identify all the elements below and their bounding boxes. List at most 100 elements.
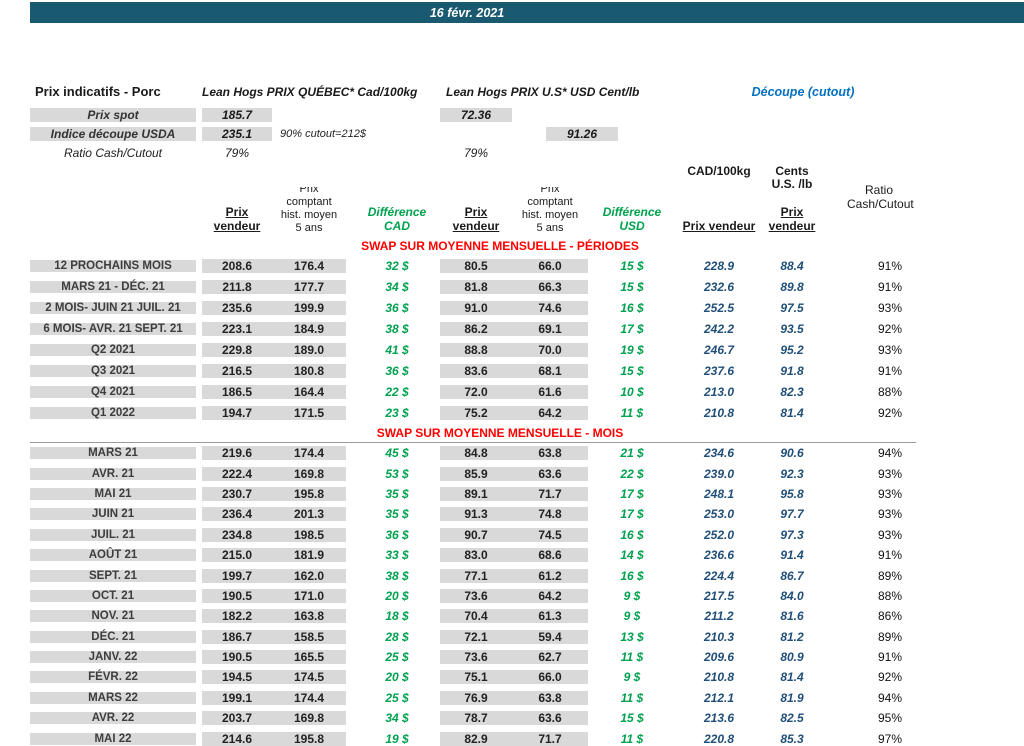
row-label: AOÛT 21 xyxy=(30,549,196,562)
page-title: Prix indicatifs - Porc xyxy=(35,84,161,99)
row-label: SEPT. 21 xyxy=(30,569,196,582)
ratio-cash-cutout: 92% xyxy=(877,405,902,420)
ratio-cash-cutout: 91% xyxy=(877,279,902,294)
ratio-cash-cutout: 93% xyxy=(877,342,902,357)
cutout-cents-prix-vendeur: 84.0 xyxy=(780,588,804,603)
cutout-cents-prix-vendeur: 90.6 xyxy=(780,446,804,461)
cutout-cad-prix-vendeur: 248.1 xyxy=(703,486,735,501)
table-row: MARS 21 219.6 174.4 45 $ 84.8 63.8 21 $ … xyxy=(30,443,1024,463)
cutout-cad-prix-vendeur: 217.5 xyxy=(703,588,735,603)
difference-usd: 16 $ xyxy=(620,568,644,583)
row-label: OCT. 21 xyxy=(30,589,196,602)
column-header-row: Prix vendeur Prix comptant hist. moyen 5… xyxy=(30,165,1024,234)
qc-prix-vendeur: 186.7 xyxy=(202,629,272,644)
difference-cad: 36 $ xyxy=(385,527,409,542)
table-row: Q3 2021 216.5 180.8 36 $ 83.6 68.1 15 $ … xyxy=(30,360,1024,381)
us-prix-comptant: 74.5 xyxy=(512,527,588,542)
qc-prix-comptant: 201.3 xyxy=(272,507,346,522)
cutout-cad-prix-vendeur: 252.0 xyxy=(703,527,735,542)
qc-prix-vendeur: 214.6 xyxy=(202,731,272,746)
cutout-cents-prix-vendeur: 95.8 xyxy=(780,486,804,501)
us-prix-comptant: 61.2 xyxy=(512,568,588,583)
qc-prix-comptant: 158.5 xyxy=(272,629,346,644)
us-prix-comptant: 74.8 xyxy=(512,507,588,522)
prix-spot-label: Prix spot xyxy=(30,107,196,122)
table-row: MAI 22 214.6 195.8 19 $ 82.9 71.7 11 $ 2… xyxy=(30,728,1024,746)
qc-prix-vendeur: 199.1 xyxy=(202,690,272,705)
qc-prix-comptant: 163.8 xyxy=(272,609,346,624)
cutout-cad-prix-vendeur: 220.8 xyxy=(703,731,735,746)
qc-prix-comptant: 177.7 xyxy=(272,279,346,294)
row-label: Q1 2022 xyxy=(30,406,196,419)
cutout-cad-prix-vendeur: 224.4 xyxy=(703,568,735,583)
us-prix-comptant: 64.2 xyxy=(512,405,588,420)
us-prix-comptant: 63.8 xyxy=(512,690,588,705)
difference-usd: 17 $ xyxy=(620,321,644,336)
ratio-cash-cutout: 94% xyxy=(877,446,902,461)
us-prix-comptant: 74.6 xyxy=(512,300,588,315)
difference-cad: 20 $ xyxy=(385,670,409,685)
us-prix-vendeur: 82.9 xyxy=(440,731,512,746)
difference-usd: 15 $ xyxy=(620,363,644,378)
ratio-cash-cutout: 91% xyxy=(877,258,902,273)
qc-prix-comptant: 171.0 xyxy=(272,588,346,603)
qc-prix-comptant: 165.5 xyxy=(272,650,346,665)
us-prix-vendeur: 80.5 xyxy=(440,258,512,273)
difference-cad: 41 $ xyxy=(385,342,409,357)
qc-prix-comptant: 198.5 xyxy=(272,527,346,542)
difference-usd: 9 $ xyxy=(623,670,641,685)
qc-prix-vendeur: 230.7 xyxy=(202,486,272,501)
col-difference-cad: Différence CAD xyxy=(367,205,427,233)
table-row: AVR. 22 203.7 169.8 34 $ 78.7 63.6 15 $ … xyxy=(30,708,1024,728)
qc-prix-vendeur: 234.8 xyxy=(202,527,272,542)
cutout-cents-prix-vendeur: 89.8 xyxy=(780,279,804,294)
cutout-cad-prix-vendeur: 213.6 xyxy=(703,711,735,726)
cutout-cad-prix-vendeur: 213.0 xyxy=(703,384,735,399)
table-row: 12 PROCHAINS MOIS 208.6 176.4 32 $ 80.5 … xyxy=(30,255,1024,276)
ratio-cash-cutout: 88% xyxy=(877,384,902,399)
us-prix-vendeur: 72.1 xyxy=(440,629,512,644)
qc-prix-vendeur: 219.6 xyxy=(202,446,272,461)
us-section-header: Lean Hogs PRIX U.S* USD Cent/lb xyxy=(446,85,640,99)
qc-prix-comptant: 189.0 xyxy=(272,342,346,357)
qc-prix-vendeur: 236.4 xyxy=(202,507,272,522)
qc-prix-comptant: 174.5 xyxy=(272,670,346,685)
cutout-cad-prix-vendeur: 232.6 xyxy=(703,279,735,294)
ratio-cash-cutout: 95% xyxy=(877,711,902,726)
indice-decoupe-label: Indice découpe USDA xyxy=(30,126,196,141)
difference-cad: 34 $ xyxy=(385,711,409,726)
qc-prix-comptant: 162.0 xyxy=(272,568,346,583)
cutout-cents-prix-vendeur: 97.5 xyxy=(780,300,804,315)
ratio-cash-cutout: 91% xyxy=(877,363,902,378)
us-prix-vendeur: 83.6 xyxy=(440,363,512,378)
ratio-cash-cutout: 93% xyxy=(877,486,902,501)
row-label: MAI 22 xyxy=(30,732,196,745)
difference-usd: 15 $ xyxy=(620,279,644,294)
us-prix-comptant: 68.1 xyxy=(512,363,588,378)
cutout-cad-prix-vendeur: 210.3 xyxy=(703,629,735,644)
difference-usd: 11 $ xyxy=(620,405,644,420)
qc-prix-vendeur: 190.5 xyxy=(202,650,272,665)
us-prix-vendeur: 72.0 xyxy=(440,384,512,399)
qc-prix-vendeur: 235.6 xyxy=(202,300,272,315)
cutout-cad-prix-vendeur: 253.0 xyxy=(703,507,735,522)
row-label: Q4 2021 xyxy=(30,385,196,398)
table-row: Q4 2021 186.5 164.4 22 $ 72.0 61.6 10 $ … xyxy=(30,381,1024,402)
cutout-cents-prix-vendeur: 81.6 xyxy=(780,609,804,624)
us-prix-vendeur: 88.8 xyxy=(440,342,512,357)
qc-prix-comptant: 174.4 xyxy=(272,690,346,705)
row-label: Q3 2021 xyxy=(30,364,196,377)
qc-prix-comptant: 164.4 xyxy=(272,384,346,399)
difference-cad: 38 $ xyxy=(385,321,409,336)
group-header-row: Prix indicatifs - Porc Lean Hogs PRIX QU… xyxy=(30,79,1024,99)
us-prix-comptant: 68.6 xyxy=(512,548,588,563)
us-prix-comptant: 63.6 xyxy=(512,711,588,726)
us-prix-comptant: 69.1 xyxy=(512,321,588,336)
col-qc-prix-comptant: Prix comptant hist. moyen 5 ans xyxy=(280,187,338,233)
us-prix-vendeur: 86.2 xyxy=(440,321,512,336)
us-prix-vendeur: 70.4 xyxy=(440,609,512,624)
difference-cad: 35 $ xyxy=(385,507,409,522)
qc-prix-vendeur: 222.4 xyxy=(202,466,272,481)
ratio-cash-cutout: 91% xyxy=(877,548,902,563)
qc-prix-vendeur: 194.7 xyxy=(202,405,272,420)
